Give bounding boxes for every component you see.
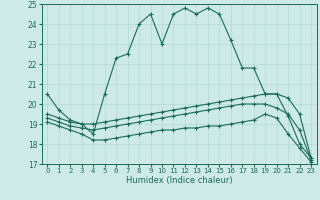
- X-axis label: Humidex (Indice chaleur): Humidex (Indice chaleur): [126, 176, 233, 185]
